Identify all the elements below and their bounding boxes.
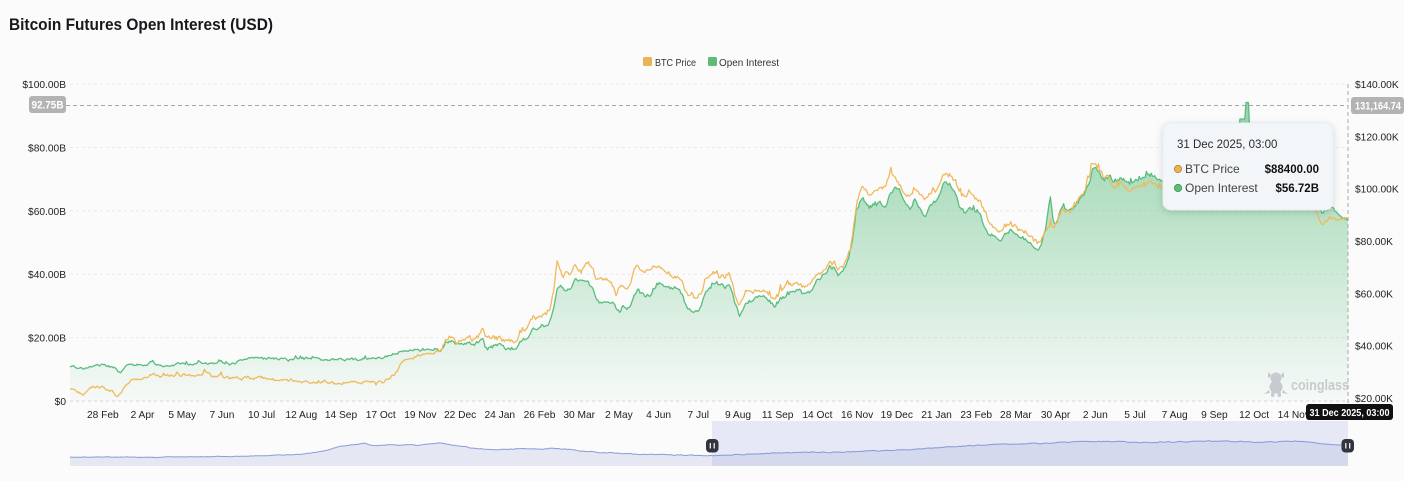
svg-text:7 Aug: 7 Aug — [1162, 410, 1188, 421]
svg-text:17 Oct: 17 Oct — [366, 410, 396, 421]
svg-text:28 Mar: 28 Mar — [1000, 410, 1032, 421]
svg-text:9 Aug: 9 Aug — [725, 410, 751, 421]
svg-text:$20.00B: $20.00B — [28, 334, 66, 345]
svg-text:$56.72B: $56.72B — [1276, 183, 1319, 195]
svg-text:$60.00B: $60.00B — [28, 207, 66, 218]
svg-text:$80.00B: $80.00B — [28, 143, 66, 154]
svg-text:$120.00K: $120.00K — [1355, 132, 1399, 143]
svg-text:$100.00B: $100.00B — [22, 80, 66, 91]
svg-text:Open Interest: Open Interest — [1185, 181, 1258, 195]
svg-text:14 Nov: 14 Nov — [1278, 410, 1311, 421]
svg-text:Bitcoin Futures Open Interest: Bitcoin Futures Open Interest (USD) — [9, 15, 273, 34]
svg-text:5 May: 5 May — [168, 410, 197, 421]
svg-text:5 Jul: 5 Jul — [1124, 410, 1146, 421]
svg-text:31 Dec 2025, 03:00: 31 Dec 2025, 03:00 — [1310, 407, 1390, 419]
svg-text:$80.00K: $80.00K — [1355, 237, 1393, 248]
svg-text:$100.00K: $100.00K — [1355, 185, 1399, 196]
svg-text:23 Feb: 23 Feb — [960, 410, 992, 421]
svg-text:14 Oct: 14 Oct — [802, 410, 832, 421]
svg-text:$20.00K: $20.00K — [1355, 394, 1393, 405]
svg-text:12 Oct: 12 Oct — [1239, 410, 1269, 421]
svg-text:7 Jun: 7 Jun — [209, 410, 234, 421]
svg-text:11 Sep: 11 Sep — [762, 410, 794, 421]
svg-text:$140.00K: $140.00K — [1355, 80, 1399, 91]
svg-text:7 Jul: 7 Jul — [688, 410, 710, 421]
svg-text:16 Nov: 16 Nov — [841, 410, 874, 421]
svg-text:BTC Price: BTC Price — [655, 57, 696, 69]
svg-text:4 Jun: 4 Jun — [646, 410, 671, 421]
svg-text:2 Jun: 2 Jun — [1083, 410, 1108, 421]
svg-text:2 Apr: 2 Apr — [131, 410, 155, 421]
svg-text:30 Apr: 30 Apr — [1041, 410, 1071, 421]
svg-text:$0: $0 — [55, 397, 67, 408]
svg-text:92.75B: 92.75B — [32, 100, 64, 112]
svg-text:$88400.00: $88400.00 — [1265, 164, 1319, 176]
svg-text:19 Nov: 19 Nov — [404, 410, 437, 421]
svg-text:28 Feb: 28 Feb — [87, 410, 119, 421]
svg-text:24 Jan: 24 Jan — [485, 410, 516, 421]
svg-text:19 Dec: 19 Dec — [881, 410, 913, 421]
svg-text:10 Jul: 10 Jul — [248, 410, 275, 421]
svg-text:$60.00K: $60.00K — [1355, 289, 1393, 300]
svg-text:BTC Price: BTC Price — [1185, 162, 1240, 176]
svg-text:22 Dec: 22 Dec — [444, 410, 476, 421]
svg-text:coinglass: coinglass — [1291, 377, 1349, 394]
svg-text:$40.00K: $40.00K — [1355, 342, 1393, 353]
svg-text:14 Sep: 14 Sep — [325, 410, 358, 421]
svg-text:21 Jan: 21 Jan — [921, 410, 952, 421]
svg-text:9 Sep: 9 Sep — [1201, 410, 1228, 421]
svg-text:30 Mar: 30 Mar — [563, 410, 595, 421]
svg-text:2 May: 2 May — [605, 410, 634, 421]
svg-text:31 Dec 2025, 03:00: 31 Dec 2025, 03:00 — [1177, 139, 1277, 151]
svg-text:26 Feb: 26 Feb — [524, 410, 556, 421]
svg-text:12 Aug: 12 Aug — [285, 410, 317, 421]
svg-text:131,164.74: 131,164.74 — [1355, 101, 1402, 113]
svg-text:$40.00B: $40.00B — [28, 270, 66, 281]
svg-text:Open Interest: Open Interest — [719, 57, 779, 69]
